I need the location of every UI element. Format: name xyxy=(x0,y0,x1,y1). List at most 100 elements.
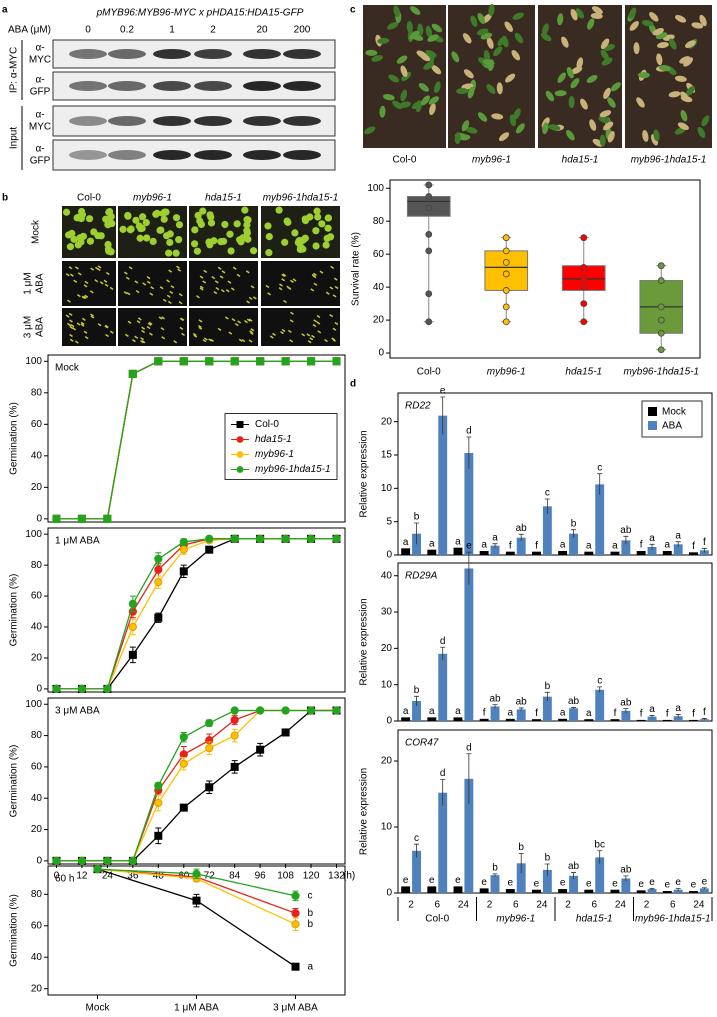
blot-band xyxy=(283,116,321,126)
leaf xyxy=(679,56,691,64)
group-label: hda15-1 xyxy=(576,914,613,925)
seedling xyxy=(149,237,157,245)
seedling xyxy=(70,324,75,328)
seedling xyxy=(89,290,94,294)
seedling xyxy=(105,333,109,338)
seedling xyxy=(230,287,235,291)
bar xyxy=(569,875,578,893)
plot-frame xyxy=(47,527,346,693)
leaf xyxy=(656,53,663,66)
significance-letter: f xyxy=(692,541,695,552)
significance-letter: f xyxy=(640,540,643,551)
seedling-photo xyxy=(261,261,340,306)
bar xyxy=(516,537,526,555)
seedling xyxy=(181,332,185,337)
y-tick-label: 0 xyxy=(378,348,384,359)
y-tick-label: 40 xyxy=(373,282,385,293)
error-bar xyxy=(544,498,550,514)
marker xyxy=(306,534,316,543)
bar xyxy=(595,484,605,555)
blot-band xyxy=(108,81,146,91)
bar xyxy=(532,551,541,555)
bar xyxy=(689,719,698,721)
seedling xyxy=(196,217,204,225)
seedling xyxy=(84,294,89,298)
x-tick-label: 6 xyxy=(591,900,597,911)
seedling xyxy=(97,323,102,327)
leaf xyxy=(545,90,555,102)
leaf xyxy=(653,129,660,142)
seedling xyxy=(244,319,248,324)
significance-letter: a xyxy=(665,540,671,551)
seedling xyxy=(69,333,73,338)
significance-letter: a xyxy=(492,532,498,543)
seedling xyxy=(299,236,307,244)
significance-letter: a xyxy=(403,537,409,548)
data-point xyxy=(425,318,433,326)
significance-letter: ab xyxy=(489,693,501,704)
seedling-photo xyxy=(118,261,187,306)
leaf xyxy=(542,122,549,135)
marker xyxy=(291,962,300,971)
seedling xyxy=(246,318,251,322)
seedling xyxy=(176,265,180,269)
leaf xyxy=(636,97,645,108)
leaf xyxy=(400,65,408,77)
significance-letter: d xyxy=(440,768,446,779)
seedling xyxy=(77,272,82,276)
x-tick-label: myb96-1hda15-1 xyxy=(623,367,699,378)
significance-letter: e xyxy=(440,386,446,397)
legend-label: hda15-1 xyxy=(255,434,292,445)
marker xyxy=(256,357,265,366)
photo-row-label: ABA xyxy=(35,317,46,337)
seedling xyxy=(297,243,305,251)
seedling xyxy=(127,320,132,324)
error-bar xyxy=(440,646,446,661)
significance-letter: e xyxy=(675,877,681,888)
seedling xyxy=(227,280,232,284)
error-bar xyxy=(518,707,524,711)
seedling xyxy=(316,314,321,319)
bar xyxy=(505,551,515,555)
leaf xyxy=(483,50,491,62)
significance-letter: f xyxy=(703,537,706,548)
seedling xyxy=(119,225,127,233)
antibody-label: MYC xyxy=(29,55,51,66)
seedling xyxy=(124,333,129,337)
seedling xyxy=(104,283,109,287)
seedling xyxy=(193,334,198,338)
seedling xyxy=(301,215,309,223)
blot-band xyxy=(108,116,146,126)
significance-letter: a xyxy=(403,706,409,717)
marker xyxy=(281,357,290,366)
leaf xyxy=(451,51,460,63)
y-tick-label: 60 xyxy=(31,419,43,430)
seedling xyxy=(249,247,258,255)
seedling xyxy=(142,219,150,227)
y-tick-label: 20 xyxy=(381,756,393,767)
y-axis-label: Germination (%) xyxy=(9,574,20,647)
leaf xyxy=(515,123,525,134)
leaf xyxy=(683,57,693,67)
legend-marker xyxy=(236,451,244,458)
seedling xyxy=(65,273,70,277)
blot-title: pMYB96:MYB96-MYC x pHDA15:HDA15-GFP xyxy=(96,8,304,19)
antibody-label: α- xyxy=(35,75,44,86)
leaf xyxy=(603,87,611,99)
bar xyxy=(438,415,448,555)
marker xyxy=(205,783,214,792)
seedling xyxy=(310,288,315,292)
leaf xyxy=(425,25,433,38)
seedling xyxy=(108,219,116,228)
photo-row-label: 1 μM xyxy=(23,272,34,294)
concentration: 0.2 xyxy=(120,25,134,36)
seedling xyxy=(246,300,251,304)
leaf xyxy=(388,74,400,83)
significance-letter: e xyxy=(466,541,472,552)
data-point xyxy=(580,263,588,271)
photo-column-label: myb96-1 xyxy=(472,155,511,166)
data-point xyxy=(580,318,588,326)
leaf xyxy=(486,37,494,49)
leaf xyxy=(425,50,437,58)
y-tick-label: 80 xyxy=(31,387,43,398)
